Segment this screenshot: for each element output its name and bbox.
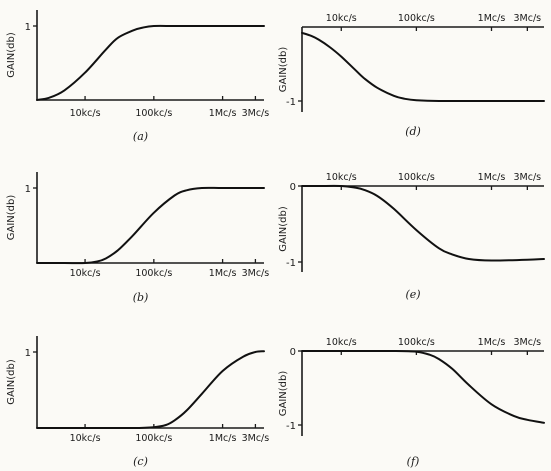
y-tick-label: -1 (286, 97, 296, 108)
y-tick-label: -1 (286, 421, 296, 432)
x-tick-label: 10kc/s (70, 108, 101, 119)
gain-curve (36, 350, 265, 430)
x-tick-label: 10kc/s (326, 13, 357, 24)
gain-curve (301, 349, 545, 424)
x-tick-label: 1Mc/s (209, 268, 237, 279)
panel-caption: (f) (407, 455, 420, 468)
x-tick-label: 100kc/s (135, 108, 172, 119)
panel-caption: (b) (133, 291, 149, 304)
x-tick-label: 3Mc/s (514, 13, 542, 24)
x-tick-label: 3Mc/s (242, 268, 270, 279)
y-tick-label: 1 (25, 348, 31, 359)
x-tick-label: 1Mc/s (209, 433, 237, 444)
x-tick-label: 1Mc/s (209, 108, 237, 119)
x-tick-label: 1Mc/s (478, 172, 506, 183)
gain-curve (301, 31, 545, 103)
x-tick-label: 10kc/s (70, 268, 101, 279)
panel-caption: (d) (405, 125, 421, 138)
chart-panel: 10kc/s 100kc/s 1Mc/s 3Mc/s 0 -1 GAIN(db) (f) (278, 337, 545, 468)
x-tick-label: 100kc/s (398, 337, 435, 348)
y-tick-label: 1 (25, 22, 31, 33)
y-tick-label: 0 (290, 182, 296, 193)
y-axis-label: GAIN(db) (278, 371, 289, 417)
x-tick-label: 100kc/s (135, 268, 172, 279)
x-tick-label: 10kc/s (70, 433, 101, 444)
x-tick-label: 100kc/s (398, 13, 435, 24)
y-tick-label: 1 (25, 184, 31, 195)
chart-panel: 10kc/s 100kc/s 1Mc/s 3Mc/s 1 GAIN(db) (c) (6, 336, 269, 468)
chart-panel: 10kc/s 100kc/s 1Mc/s 3Mc/s 1 GAIN(db) (b) (6, 172, 269, 304)
gain-curve (301, 184, 545, 262)
chart-panel: 10kc/s 100kc/s 1Mc/s 3Mc/s 1 GAIN(db) (a) (6, 10, 269, 143)
x-tick-label: 3Mc/s (514, 337, 542, 348)
panel-caption: (e) (405, 288, 420, 301)
y-axis-label: GAIN(db) (6, 32, 17, 78)
x-tick-label: 10kc/s (326, 337, 357, 348)
y-tick-label: 0 (290, 347, 296, 358)
gain-curve (36, 24, 265, 101)
x-tick-label: 10kc/s (326, 172, 357, 183)
x-tick-label: 100kc/s (135, 433, 172, 444)
x-tick-label: 100kc/s (398, 172, 435, 183)
y-axis-label: GAIN(db) (278, 47, 289, 93)
y-axis-label: GAIN(db) (6, 359, 17, 405)
x-tick-label: 3Mc/s (242, 433, 270, 444)
panel-caption: (c) (133, 455, 148, 468)
y-tick-label: -1 (286, 258, 296, 269)
gain-curve (36, 186, 265, 265)
x-tick-label: 1Mc/s (478, 337, 506, 348)
x-tick-label: 3Mc/s (514, 172, 542, 183)
chart-panel: 10kc/s 100kc/s 1Mc/s 3Mc/s -1 GAIN(db) (d) (278, 13, 545, 138)
y-axis-label: GAIN(db) (6, 195, 17, 241)
x-tick-label: 1Mc/s (478, 13, 506, 24)
chart-panel: 10kc/s 100kc/s 1Mc/s 3Mc/s 0 -1 GAIN(db) (e) (278, 172, 545, 301)
x-tick-label: 3Mc/s (242, 108, 270, 119)
panel-caption: (a) (133, 130, 148, 143)
y-axis-label: GAIN(db) (278, 206, 289, 252)
